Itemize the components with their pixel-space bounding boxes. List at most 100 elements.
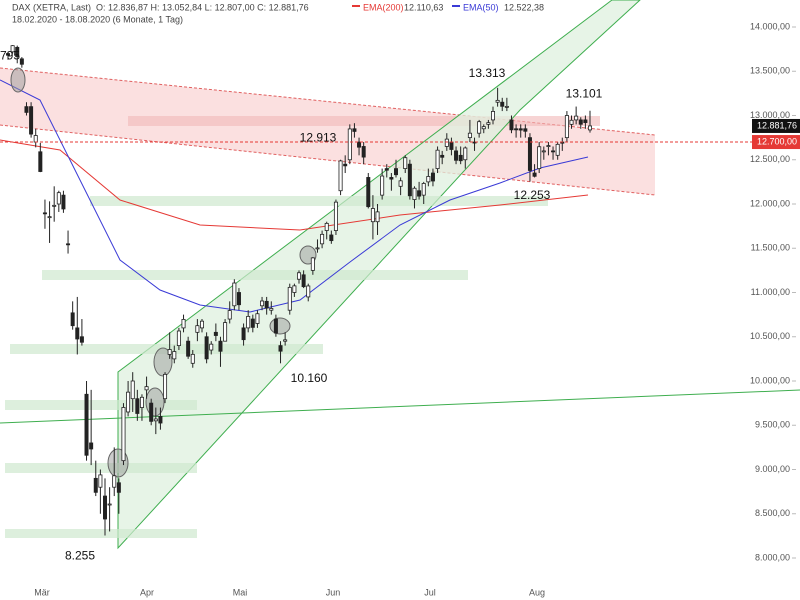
candle-body xyxy=(199,320,204,329)
candle-body xyxy=(546,145,551,147)
candle-body xyxy=(306,285,311,298)
candle-body xyxy=(509,119,514,131)
candle-body xyxy=(578,119,583,125)
marker-circle xyxy=(269,317,291,335)
candle-body xyxy=(458,154,463,162)
candle-body xyxy=(186,340,191,357)
candle-body xyxy=(449,141,454,150)
header-range: 18.02.2020 - 18.08.2020 (6 Monate, 1 Tag… xyxy=(12,14,183,24)
candle-body xyxy=(24,106,29,113)
support-zone xyxy=(5,463,197,473)
annotation: 12.253 xyxy=(514,188,551,202)
y-tick-label: 10.500,00 xyxy=(750,331,790,341)
candle-body xyxy=(287,286,292,311)
candle-body xyxy=(6,53,11,56)
y-tick-label: 14.000,00 xyxy=(750,21,790,31)
candle-body xyxy=(481,126,486,130)
price-box xyxy=(752,118,800,133)
annotation: 8.255 xyxy=(65,549,95,563)
candle-body xyxy=(551,150,556,153)
candle-body xyxy=(19,58,24,65)
candle-body xyxy=(158,416,163,424)
candle-body xyxy=(121,407,126,462)
candle-body xyxy=(135,398,140,414)
candle-body xyxy=(412,187,417,200)
y-tick-label: 9.000,00 xyxy=(755,464,790,474)
candle-body xyxy=(204,336,209,360)
candle-body xyxy=(343,163,348,167)
candle-body xyxy=(273,318,278,334)
candle-body xyxy=(47,216,52,219)
candle-body xyxy=(195,325,200,333)
drawings xyxy=(0,0,800,550)
candle-body xyxy=(103,495,108,520)
candle-body xyxy=(338,160,343,192)
candle-body xyxy=(269,308,274,311)
x-tick-label: Jul xyxy=(424,587,436,597)
candle-body xyxy=(223,322,228,342)
header-ohlc: O: 12.836,87 H: 13.052,84 L: 12.807,00 C… xyxy=(96,2,309,12)
support-zone xyxy=(42,270,468,280)
y-tick-label: 12.500,00 xyxy=(750,154,790,164)
candle-body xyxy=(380,175,385,196)
candle-body xyxy=(500,101,505,107)
candle-body xyxy=(255,313,260,324)
y-tick-label: 11.500,00 xyxy=(751,243,790,253)
annotation: 13.313 xyxy=(469,66,506,80)
trend-line xyxy=(0,389,800,424)
resistance-zone xyxy=(128,116,600,126)
candle-body xyxy=(167,349,172,355)
annotation: 10.160 xyxy=(291,371,328,385)
candle-body xyxy=(144,386,149,391)
candle-body xyxy=(417,190,422,197)
y-tick-label: 11.000,00 xyxy=(751,287,790,297)
candle-body xyxy=(490,111,495,121)
candle-body xyxy=(324,222,329,231)
support-zone xyxy=(5,529,197,538)
y-tick-label: 8.500,00 xyxy=(755,508,790,518)
price-label: 12.700,00 xyxy=(757,136,797,146)
candle-body xyxy=(523,128,528,132)
candle-body xyxy=(440,154,445,158)
candle-body xyxy=(29,106,34,135)
candle-body xyxy=(15,46,20,58)
candle-body xyxy=(435,149,440,169)
candle-body xyxy=(541,150,546,153)
candle-body xyxy=(564,115,569,139)
candle-body xyxy=(444,138,449,147)
candle-body xyxy=(555,143,560,156)
annotation: 12.913 xyxy=(300,130,337,144)
candle-body xyxy=(38,151,43,172)
y-tick-label: 8.000,00 xyxy=(755,552,790,562)
y-tick-label: 9.500,00 xyxy=(755,420,790,430)
candle-body xyxy=(172,351,177,360)
y-tick-label: 13.000,00 xyxy=(750,110,790,120)
candle-body xyxy=(112,475,117,488)
candle-body xyxy=(116,482,121,493)
candle-body xyxy=(232,282,237,307)
candle-body xyxy=(61,194,66,210)
candle-body xyxy=(588,125,593,131)
y-tick-label: 12.000,00 xyxy=(750,198,790,208)
legend-name: EMA(200) xyxy=(363,2,404,12)
candle-body xyxy=(393,168,398,176)
candle-body xyxy=(357,141,362,148)
candle-body xyxy=(84,393,89,456)
candle-body xyxy=(126,391,131,413)
candle-body xyxy=(163,373,168,400)
candle-body xyxy=(315,247,320,250)
candle-body xyxy=(42,212,47,215)
candle-body xyxy=(384,168,389,171)
candle-body xyxy=(66,243,71,246)
candle-body xyxy=(149,402,154,422)
candle-body xyxy=(241,327,246,341)
candle-body xyxy=(426,176,431,183)
candle-body xyxy=(190,353,195,364)
candle-body xyxy=(486,122,491,125)
candle-body xyxy=(70,312,75,327)
candle-body xyxy=(361,146,366,158)
candle-body xyxy=(10,45,15,53)
annotation: 13.101 xyxy=(566,87,603,101)
candle-body xyxy=(329,234,334,242)
